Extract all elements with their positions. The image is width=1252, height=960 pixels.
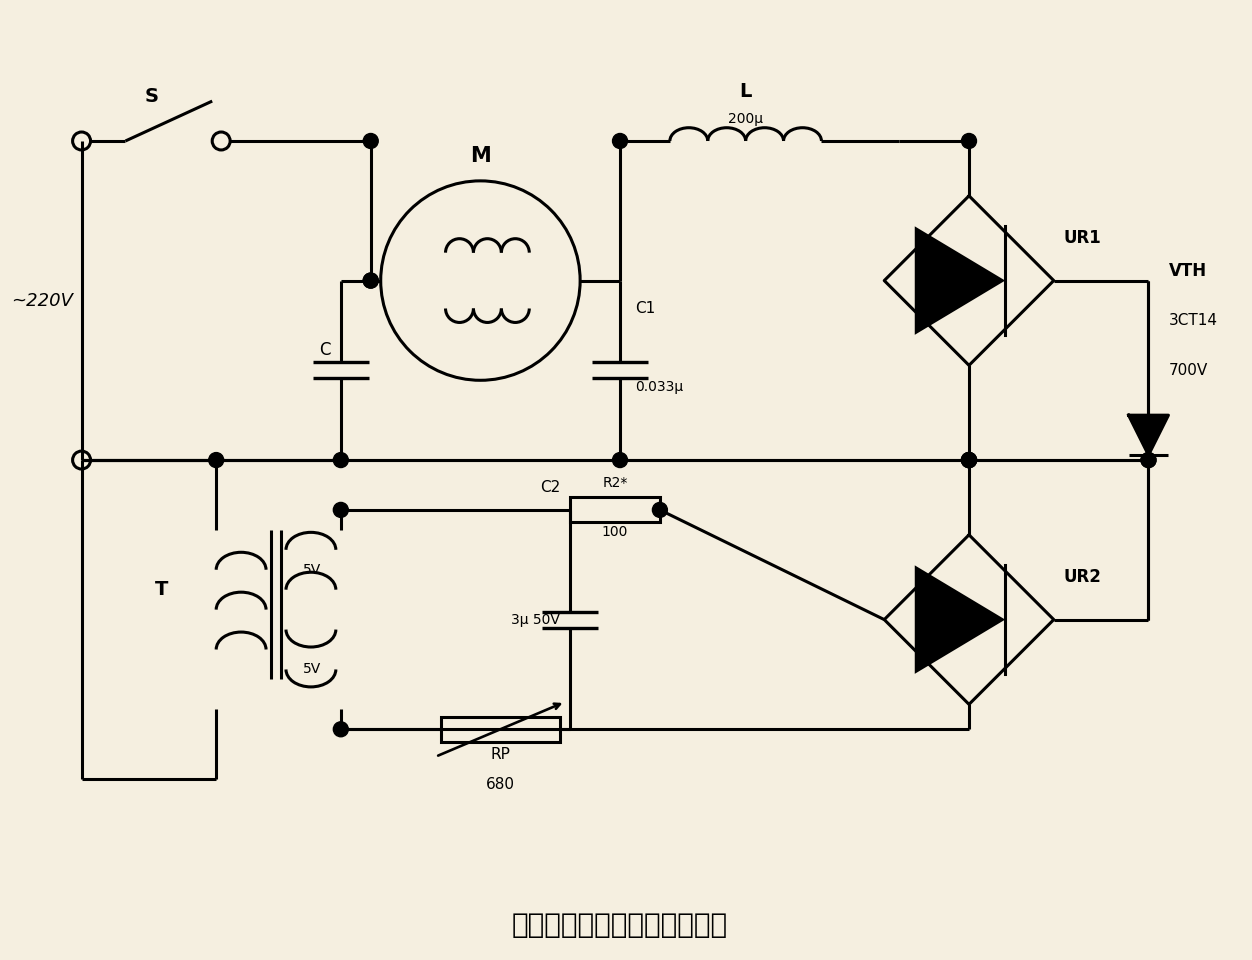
Text: 单相交流电动机无级调速电路: 单相交流电动机无级调速电路 xyxy=(512,911,729,939)
Text: 100: 100 xyxy=(602,525,629,539)
Text: ~220V: ~220V xyxy=(11,292,73,309)
Circle shape xyxy=(962,452,977,468)
Text: 5V: 5V xyxy=(303,563,321,577)
Circle shape xyxy=(962,133,977,149)
Circle shape xyxy=(333,502,348,517)
Text: 680: 680 xyxy=(486,777,515,792)
Circle shape xyxy=(209,452,224,468)
Polygon shape xyxy=(1128,415,1168,455)
Text: C: C xyxy=(319,342,331,359)
Circle shape xyxy=(363,273,378,288)
Text: VTH: VTH xyxy=(1168,262,1207,279)
Circle shape xyxy=(652,502,667,517)
Text: C1: C1 xyxy=(635,300,655,316)
Circle shape xyxy=(333,452,348,468)
Text: L: L xyxy=(740,83,752,101)
Text: 3CT14: 3CT14 xyxy=(1168,313,1217,328)
Circle shape xyxy=(363,133,378,149)
Text: T: T xyxy=(155,580,168,599)
Text: 0.033μ: 0.033μ xyxy=(635,380,684,395)
Circle shape xyxy=(612,133,627,149)
Circle shape xyxy=(333,722,348,736)
Circle shape xyxy=(612,452,627,468)
Circle shape xyxy=(962,452,977,468)
Bar xyxy=(570,497,660,522)
Text: C2: C2 xyxy=(540,480,560,495)
Circle shape xyxy=(1141,452,1156,468)
Text: S: S xyxy=(144,87,158,107)
Text: UR2: UR2 xyxy=(1064,568,1102,587)
Text: UR1: UR1 xyxy=(1064,229,1102,248)
Text: M: M xyxy=(470,146,491,166)
Circle shape xyxy=(962,452,977,468)
Bar xyxy=(441,717,560,742)
Text: 200μ: 200μ xyxy=(729,112,764,126)
Polygon shape xyxy=(915,565,1005,674)
Text: 700V: 700V xyxy=(1168,363,1208,378)
Text: RP: RP xyxy=(491,747,511,761)
Polygon shape xyxy=(915,227,1005,335)
Text: 3μ 50V: 3μ 50V xyxy=(511,612,560,627)
Circle shape xyxy=(1141,452,1156,468)
Circle shape xyxy=(962,452,977,468)
Text: R2*: R2* xyxy=(602,476,627,490)
Text: 5V: 5V xyxy=(303,662,321,677)
Circle shape xyxy=(363,273,378,288)
